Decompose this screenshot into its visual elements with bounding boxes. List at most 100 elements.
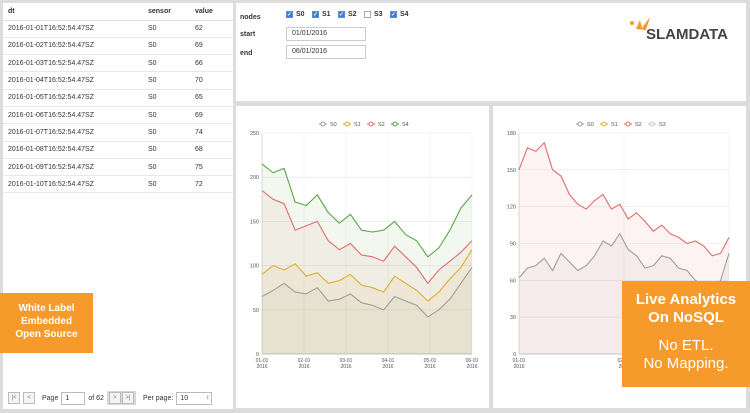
cell-dt: 2016-01-10T16:52:54.47SZ: [3, 175, 143, 194]
banner-line-1: Live Analytics: [635, 291, 737, 308]
cell-dt: 2016-01-07T16:52:54.47SZ: [3, 123, 143, 142]
table-row[interactable]: 2016-01-10T16:52:54.47SZ S0 72: [3, 175, 233, 194]
x-tick-label: 04-01 2016: [382, 358, 395, 370]
legend-label: S1: [354, 122, 361, 128]
table-row[interactable]: 2016-01-04T16:52:54.47SZ S0 70: [3, 71, 233, 90]
banner-line-2: Embedded: [20, 316, 73, 327]
table-row[interactable]: 2016-01-08T16:52:54.47SZ S0 68: [3, 141, 233, 159]
cell-value: 75: [190, 158, 233, 177]
cell-sensor: S0: [143, 37, 190, 56]
live-analytics-banner: Live Analytics On NoSQL No ETL. No Mappi…: [622, 281, 750, 387]
table-row[interactable]: 2016-01-03T16:52:54.47SZ S0 66: [3, 54, 233, 73]
y-tick-label: 60: [510, 278, 516, 284]
data-table: dt sensor value 2016-01-01T16:52:54.47SZ…: [3, 3, 233, 194]
cell-value: 70: [190, 71, 233, 90]
cell-sensor: S0: [143, 141, 190, 159]
prev-page-icon[interactable]: <: [23, 392, 35, 404]
series-line-s4: [261, 163, 473, 258]
legend-item-s0: S0: [319, 121, 337, 128]
checkbox-checked-icon: ✓: [312, 11, 319, 18]
start-date-input[interactable]: 01/01/2016: [286, 27, 366, 41]
page-label: Page: [42, 394, 59, 402]
next-page-icon[interactable]: >: [108, 392, 121, 404]
page-count: of 62: [88, 394, 104, 402]
first-page-icon[interactable]: |<: [8, 392, 20, 404]
node-checkbox-s2[interactable]: ✓ S2: [338, 11, 357, 18]
per-page-select[interactable]: 10 ↕: [176, 391, 213, 405]
legend-marker-icon: [577, 121, 583, 127]
column-header-dt[interactable]: dt: [3, 3, 143, 21]
x-tick-label: 06-01 2016: [466, 358, 479, 370]
cell-sensor: S0: [143, 175, 190, 194]
legend-label: S2: [635, 122, 642, 128]
x-tick-label: 01-01 2016: [256, 358, 269, 370]
cell-sensor: S0: [143, 158, 190, 177]
checkbox-unchecked-icon: [364, 11, 371, 18]
per-page-label: Per page:: [142, 394, 174, 402]
y-tick-label: 0: [256, 352, 259, 358]
cell-sensor: S0: [143, 106, 190, 125]
node-label: S3: [374, 11, 383, 18]
cell-value: 74: [190, 123, 233, 142]
start-label: start: [240, 31, 256, 38]
table-header-row: dt sensor value: [3, 3, 233, 21]
column-header-value[interactable]: value: [190, 3, 233, 21]
legend-marker-icon: [344, 121, 350, 127]
cell-value: 72: [190, 175, 233, 194]
cell-value: 68: [190, 141, 233, 159]
slamdata-logo: SLAMDATA: [626, 11, 736, 45]
page-input[interactable]: 1: [61, 391, 86, 405]
logo-mark-icon: [630, 17, 654, 31]
last-page-icon[interactable]: >|: [121, 392, 134, 404]
node-label: S2: [348, 11, 357, 18]
updown-icon: ↕: [206, 394, 210, 401]
table-row[interactable]: 2016-01-01T16:52:54.47SZ S0 62: [3, 20, 233, 38]
series-line-s2: [261, 190, 473, 285]
series-area-s1: [262, 249, 472, 354]
y-tick-label: 200: [250, 175, 259, 181]
y-tick-label: 250: [250, 131, 259, 137]
cell-dt: 2016-01-04T16:52:54.47SZ: [3, 71, 143, 90]
per-page-value: 10: [180, 394, 189, 402]
node-checkbox-s1[interactable]: ✓ S1: [312, 11, 331, 18]
table-row[interactable]: 2016-01-09T16:52:54.47SZ S0 75: [3, 158, 233, 177]
table-row[interactable]: 2016-01-07T16:52:54.47SZ S0 74: [3, 123, 233, 142]
end-date-input[interactable]: 06/01/2016: [286, 45, 366, 59]
node-checkbox-s3[interactable]: S3: [364, 11, 383, 18]
y-tick-label: 30: [510, 315, 516, 321]
table-row[interactable]: 2016-01-02T16:52:54.47SZ S0 69: [3, 37, 233, 56]
banner-line-3: No ETL.: [658, 337, 714, 354]
series-line-s0: [518, 232, 730, 297]
cell-value: 66: [190, 54, 233, 73]
y-tick-label: 90: [510, 242, 516, 248]
filter-panel: nodes ✓ S0 ✓ S1 ✓ S2 S3 ✓ S4 start 01/01/2016 en…: [236, 3, 746, 101]
y-tick-label: 120: [507, 205, 516, 211]
node-checkbox-s0[interactable]: ✓ S0: [286, 11, 305, 18]
table-row[interactable]: 2016-01-06T16:52:54.47SZ S0 69: [3, 106, 233, 125]
x-tick-label: 01-01 2016: [513, 358, 526, 370]
cell-dt: 2016-01-08T16:52:54.47SZ: [3, 141, 143, 159]
legend-label: S3: [659, 122, 666, 128]
cell-value: 62: [190, 20, 233, 38]
legend-label: S0: [587, 122, 594, 128]
node-label: S1: [322, 11, 331, 18]
cell-value: 65: [190, 89, 233, 107]
next-buttons: > >|: [106, 391, 136, 405]
legend-label: S1: [611, 122, 618, 128]
banner-line-2: On NoSQL: [648, 309, 724, 326]
column-header-sensor[interactable]: sensor: [143, 3, 190, 21]
cell-sensor: S0: [143, 71, 190, 90]
banner-line-3: Open Source: [15, 329, 78, 340]
table-row[interactable]: 2016-01-05T16:52:54.47SZ S0 65: [3, 89, 233, 107]
y-tick-label: 0: [513, 352, 516, 358]
y-tick-label: 50: [253, 308, 259, 314]
legend-item-s2: S2: [367, 121, 385, 128]
node-checkbox-s4[interactable]: ✓ S4: [390, 11, 409, 18]
legend-marker-icon: [368, 121, 374, 127]
series-area-s4: [262, 163, 472, 354]
legend-marker-icon: [625, 121, 631, 127]
checkbox-checked-icon: ✓: [286, 11, 293, 18]
cell-sensor: S0: [143, 20, 190, 38]
chart-1[interactable]: 0 50 100 150 200 250 01-01 2016 02-01 2016 03-01 20…: [236, 106, 489, 408]
